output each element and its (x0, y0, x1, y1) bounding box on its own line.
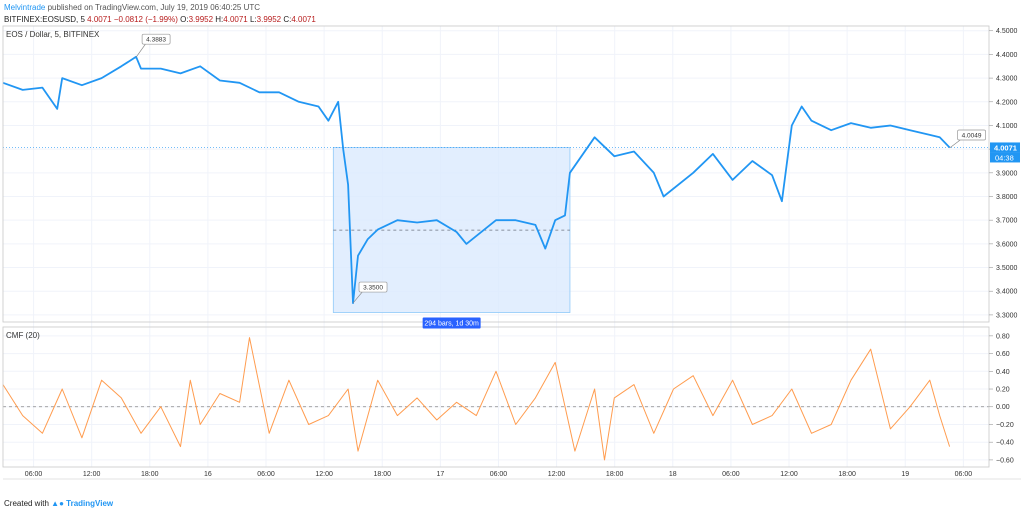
author-link[interactable]: Melvintrade (4, 3, 46, 12)
main-legend[interactable]: EOS / Dollar, 5, BITFINEX (6, 30, 100, 39)
countdown-box (990, 152, 1020, 163)
symbol-name: BITFINEX:EOSUSD, 5 (4, 15, 85, 24)
countdown-label: 04:38 (995, 153, 1014, 162)
high-value: 4.0071 (223, 15, 248, 24)
tradingview-brand[interactable]: TradingView (66, 499, 114, 508)
low-label: L: (249, 15, 257, 24)
high-label: H: (215, 15, 224, 24)
x-tick-label: 12:00 (780, 471, 798, 478)
x-tick-label: 12:00 (83, 471, 101, 478)
y-tick-label: 3.3000 (996, 312, 1018, 319)
last-value: 4.0071 (87, 15, 112, 24)
y-tick-label: −0.40 (996, 440, 1014, 447)
x-tick-label: 06:00 (490, 471, 508, 478)
y-tick-label: 4.5000 (996, 28, 1018, 35)
cmf-axis[interactable]: 0.80 0.60 0.40 0.20 0.00 −0.20 −0.40 −0.60 (989, 333, 1014, 464)
publish-info: Melvintrade published on TradingView.com… (4, 3, 260, 12)
cmf-legend[interactable]: CMF (20) (6, 331, 40, 340)
marker-leader (949, 138, 962, 149)
x-tick-label: 12:00 (548, 471, 566, 478)
cmf-line[interactable] (2, 337, 951, 461)
x-tick-label: 06:00 (722, 471, 740, 478)
close-label: C: (283, 15, 292, 24)
x-tick-label: 06:00 (25, 471, 43, 478)
y-tick-label: 0.80 (996, 333, 1010, 340)
x-tick-label: 17 (436, 471, 444, 478)
y-tick-label: 3.4000 (996, 289, 1018, 296)
last-price-label: 4.0071 (994, 143, 1017, 152)
range-label-box (422, 317, 481, 329)
publish-note: published on TradingView.com, July 19, 2… (47, 3, 261, 12)
x-tick-label: 18:00 (141, 471, 159, 478)
low-value: 3.9952 (256, 15, 282, 24)
marker-box (957, 129, 986, 141)
y-tick-label: 0.00 (996, 404, 1010, 411)
y-tick-label: 0.20 (996, 387, 1010, 394)
footer: Created with ▲● TradingView (4, 499, 113, 508)
range-label: 294 bars, 1d 30m (424, 321, 479, 328)
pane-frames (2, 25, 1021, 480)
symbol-line: BITFINEX:EOSUSD, 5 4.0071 −0.0812 (−1.99… (4, 15, 316, 24)
y-tick-label: 0.60 (996, 351, 1010, 358)
tradingview-logo-icon: ▲● (51, 499, 64, 508)
y-tick-label: 4.4000 (996, 52, 1018, 59)
y-tick-label: −0.20 (996, 422, 1014, 429)
y-tick-label: 4.2000 (996, 99, 1018, 106)
x-tick-label: 18 (669, 471, 677, 478)
y-tick-label: 3.9000 (996, 170, 1018, 177)
change-value: −0.0812 (−1.99%) (113, 15, 178, 24)
marker-box (358, 281, 388, 293)
last-price-box (990, 142, 1020, 153)
open-value: 3.9952 (188, 15, 214, 24)
y-tick-label: 3.5000 (996, 265, 1018, 272)
marker-label: 4.3883 (146, 37, 166, 44)
marker-label: 3.3500 (363, 285, 383, 292)
x-tick-label: 18:00 (373, 471, 391, 478)
x-tick-label: 19 (901, 471, 909, 478)
x-tick-label: 18:00 (606, 471, 624, 478)
open-label: O: (180, 15, 189, 24)
y-tick-label: 4.1000 (996, 123, 1018, 130)
x-tick-label: 06:00 (257, 471, 275, 478)
x-tick-label: 18:00 (838, 471, 856, 478)
x-tick-label: 06:00 (955, 471, 973, 478)
close-value: 4.0071 (291, 15, 316, 24)
y-tick-label: 3.6000 (996, 241, 1018, 248)
y-tick-label: −0.60 (996, 457, 1014, 464)
marker-label: 4.0049 (962, 132, 982, 139)
price-axis[interactable]: 4.50004.40004.30004.20004.10004.00003.90… (989, 28, 1018, 319)
created-with-text: Created with (4, 499, 49, 508)
marker-leader (352, 290, 364, 304)
price-markers: 4.3883 3.3500 4.0049 (135, 33, 986, 304)
price-pane-frame (2, 25, 990, 323)
time-axis[interactable]: 06:00 12:00 18:00 16 06:00 12:00 18:00 17 06:00 1… (25, 471, 972, 478)
price-line[interactable] (2, 55, 951, 305)
y-tick-label: 3.8000 (996, 194, 1018, 201)
x-tick-label: 16 (204, 471, 212, 478)
marker-leader (135, 42, 147, 58)
y-tick-label: 4.3000 (996, 76, 1018, 83)
y-tick-label: 3.7000 (996, 218, 1018, 225)
cmf-pane-frame (2, 326, 990, 468)
marker-box (141, 33, 171, 45)
y-tick-label: 0.40 (996, 369, 1010, 376)
x-tick-label: 12:00 (315, 471, 333, 478)
